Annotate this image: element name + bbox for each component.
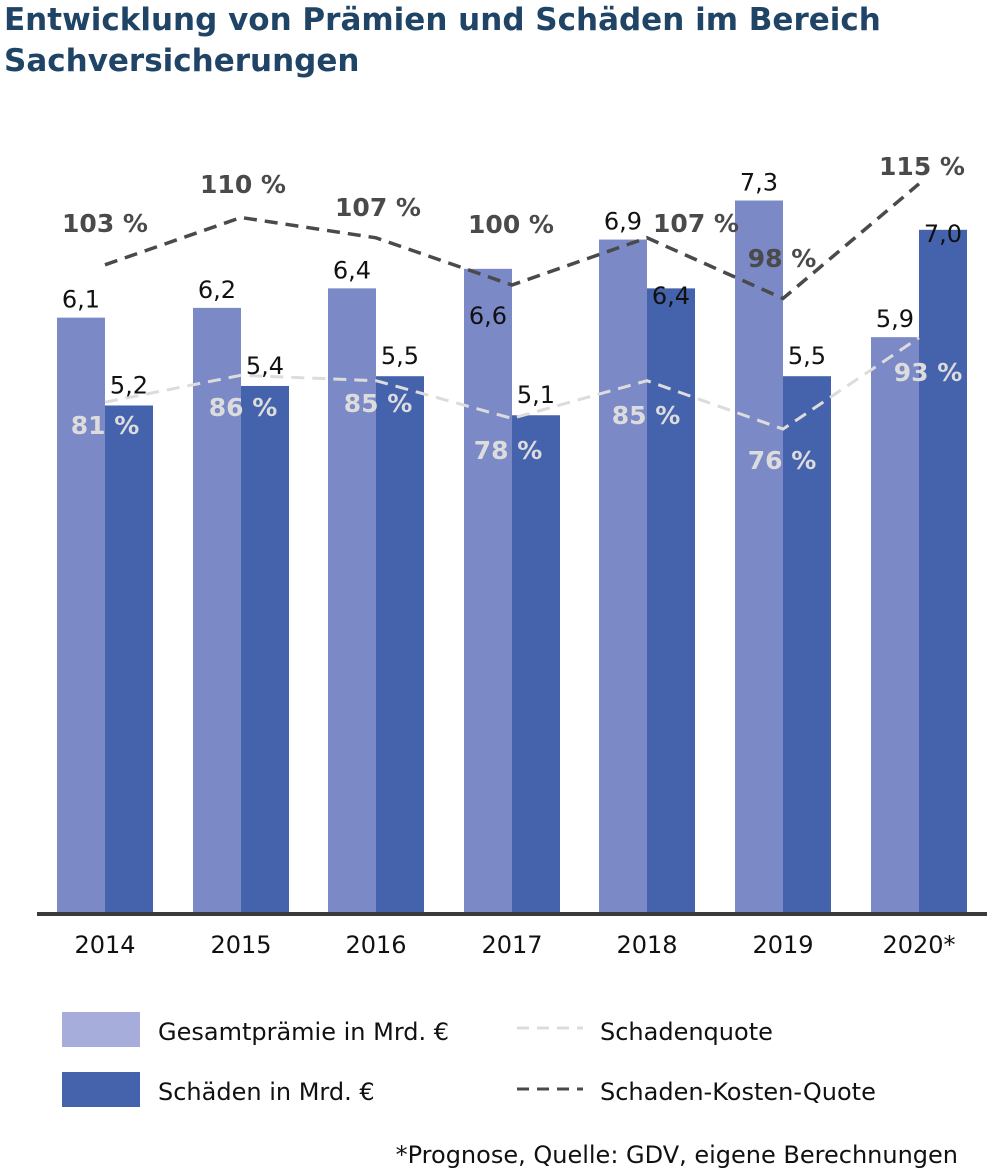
sq-value-label: 85 % — [344, 389, 413, 418]
lines-layer — [104, 182, 921, 431]
bar-damage-4 — [647, 288, 695, 913]
x-tick-labels: 2014 2015 2016 2017 2018 2019 2020* — [74, 931, 955, 959]
bar-damage-2 — [376, 376, 424, 913]
bar-damage-0 — [105, 405, 153, 913]
legend-label: Schadenquote — [600, 1018, 773, 1046]
skq-value-label: 110 % — [200, 170, 286, 199]
skq-value-label: 103 % — [62, 209, 148, 238]
premium-value-label: 7,3 — [740, 169, 778, 197]
sq-value-label: 81 % — [71, 411, 140, 440]
bar-premium-6 — [871, 337, 919, 913]
premium-value-label: 6,1 — [62, 286, 100, 314]
bar-damage-6 — [919, 229, 967, 914]
sq-value-label: 93 % — [894, 358, 963, 387]
skq-value-label: 107 % — [335, 193, 421, 222]
bar-premium-0 — [57, 317, 105, 913]
x-tick-label: 2018 — [616, 931, 677, 959]
sq-value-label: 76 % — [748, 446, 817, 475]
legend-swatch — [62, 1072, 140, 1107]
bars-layer — [57, 200, 967, 914]
bar-premium-4 — [599, 239, 647, 913]
legend-label: Schaden-Kosten-Quote — [600, 1078, 876, 1106]
skq-value-label: 100 % — [468, 210, 554, 239]
x-tick-label: 2017 — [481, 931, 542, 959]
premium-value-label: 6,2 — [198, 276, 236, 304]
skq-value-label: 107 % — [653, 209, 739, 238]
bar-premium-3 — [464, 268, 512, 914]
premium-value-label: 6,4 — [333, 256, 371, 284]
line-schadenquote — [104, 336, 920, 431]
bar-damage-5 — [783, 376, 831, 913]
damage-value-label: 5,4 — [246, 352, 284, 380]
bar-damage-3 — [512, 415, 560, 913]
footnote: *Prognose, Quelle: GDV, eigene Berechnun… — [396, 1141, 958, 1169]
damage-value-label: 5,5 — [788, 342, 826, 370]
damage-value-label: 5,5 — [381, 342, 419, 370]
x-tick-label: 2020* — [882, 931, 955, 959]
labels-layer: 6,1 5,2 6,2 5,4 6,4 5,5 6,6 5,1 6,9 6,4 7,3 5,5 5,9 7… — [62, 152, 965, 475]
bar-damage-1 — [241, 385, 289, 914]
chart-title: Entwicklung von Prämien und Schäden im B… — [4, 2, 881, 79]
skq-value-label: 98 % — [748, 244, 817, 273]
legend-label: Schäden in Mrd. € — [158, 1078, 375, 1106]
legend-swatch — [62, 1012, 140, 1047]
damage-value-label: 5,1 — [517, 381, 555, 409]
damage-value-label: 6,4 — [652, 282, 690, 310]
premium-value-label: 5,9 — [876, 305, 914, 333]
sq-value-label: 86 % — [209, 393, 278, 422]
x-tick-label: 2014 — [74, 931, 135, 959]
legend-label: Gesamtprämie in Mrd. € — [158, 1018, 449, 1046]
sq-value-label: 85 % — [612, 401, 681, 430]
sq-value-label: 78 % — [474, 436, 543, 465]
bar-premium-1 — [193, 307, 241, 913]
damage-value-label: 7,0 — [924, 220, 962, 248]
x-tick-label: 2019 — [752, 931, 813, 959]
premium-value-label: 6,6 — [469, 302, 507, 330]
bar-premium-2 — [328, 288, 376, 913]
bar-premium-5 — [735, 200, 783, 913]
skq-value-label: 115 % — [879, 152, 965, 181]
x-tick-label: 2016 — [345, 931, 406, 959]
x-tick-label: 2015 — [210, 931, 271, 959]
legend: Gesamtprämie in Mrd. € Schadenquote Schäde… — [62, 1012, 876, 1107]
line-schaden-kosten-quote — [104, 182, 921, 301]
premium-value-label: 6,9 — [604, 208, 642, 236]
damage-value-label: 5,2 — [110, 371, 148, 399]
